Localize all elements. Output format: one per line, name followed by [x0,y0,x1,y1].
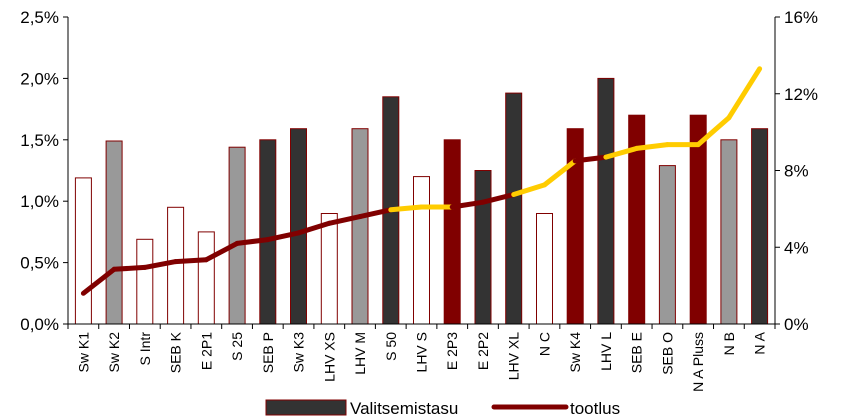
line-segment-12 [449,199,486,210]
category-label-17: LHV L [598,332,614,371]
category-label-6: SEB P [260,332,276,373]
line-segment-18 [634,142,670,151]
bar-14 [505,92,523,325]
legend: Valitsemistasu tootlus [265,399,620,418]
category-label-19: SEB O [659,332,675,375]
line-segment-4 [203,240,240,263]
right-tick-label-3: 12% [784,85,818,104]
legend-bar-label: Valitsemistasu [350,399,458,418]
left-tick-label-0: 0,0% [20,315,59,334]
line-layer [80,66,763,296]
category-label-5: S 25 [229,332,245,361]
category-label-12: E 2P3 [444,332,460,370]
bar-15 [536,213,553,325]
left-tick-label-5: 2,5% [20,8,59,27]
line-segment-3 [173,257,209,265]
left-tick-label-2: 1,0% [20,192,59,211]
category-label-9: LHV M [352,332,368,375]
left-tick-label-3: 1,5% [20,131,59,150]
line-segment-0 [80,266,117,296]
line-segment-7 [296,220,332,236]
bars-layer [74,77,769,325]
bar-7 [290,128,307,325]
bar-0 [74,177,92,325]
category-label-16: Sw K4 [567,332,583,373]
axes-layer [63,16,780,329]
category-label-18: SEB E [629,332,645,373]
category-label-3: SEB K [168,331,184,373]
line-segment-6 [265,230,301,243]
line-segment-2 [142,259,179,270]
bar-4 [197,231,215,325]
right-tick-label-4: 16% [784,8,818,27]
line-segment-17 [603,145,640,160]
category-label-1: Sw K2 [106,332,122,373]
line-segment-1 [111,264,148,272]
category-label-22: N A [752,331,768,354]
line-segment-9 [357,207,394,220]
bar-5 [228,146,246,325]
bar-22 [751,128,769,325]
category-label-2: S Intr [137,332,153,366]
category-label-8: LHV XS [321,332,337,382]
line-segment-14 [511,182,547,197]
category-label-10: S 50 [383,332,399,361]
bar-11 [413,176,430,325]
bar-9 [351,128,369,325]
category-label-14: LHV XL [506,332,522,380]
category-label-15: N C [536,332,552,356]
bar-17 [597,77,615,325]
right-tick-label-1: 4% [784,238,809,257]
line-segment-8 [326,214,363,226]
legend-line-label: tootlus [570,399,620,418]
bar-3 [167,206,185,325]
bar-19 [658,165,676,325]
category-label-20: N A Pluss [690,332,706,392]
category-label-0: Sw K1 [75,332,91,373]
bar-2 [136,238,154,325]
bar-1 [105,140,123,325]
right-tick-label-0: 0% [784,315,809,334]
left-tick-label-1: 0,5% [20,254,59,273]
category-label-7: Sw K3 [291,332,307,373]
category-label-13: E 2P2 [475,332,491,370]
right-tick-label-2: 8% [784,162,809,181]
legend-bar-swatch [265,399,347,416]
bar-21 [720,139,738,325]
line-segment-5 [234,237,271,246]
bar-13 [474,170,492,325]
line-segment-15 [542,158,578,188]
line-segment-10 [388,204,424,213]
left-tick-label-4: 2,0% [20,69,59,88]
labels-layer: 0,0% 0,5% 1,0% 1,5% 2,0% 2,5% 0% 4% 8% 12% 16% Sw K… [20,8,818,392]
line-segment-21 [726,66,763,121]
bar-6 [259,139,277,325]
line-segment-20 [695,115,732,148]
bar-12 [443,139,461,325]
category-label-4: E 2P1 [198,332,214,370]
bar-8 [320,213,338,325]
line-segment-16 [572,154,609,164]
category-label-11: LHV S [414,332,430,372]
category-label-21: N B [721,332,737,355]
line-segment-13 [480,192,517,205]
